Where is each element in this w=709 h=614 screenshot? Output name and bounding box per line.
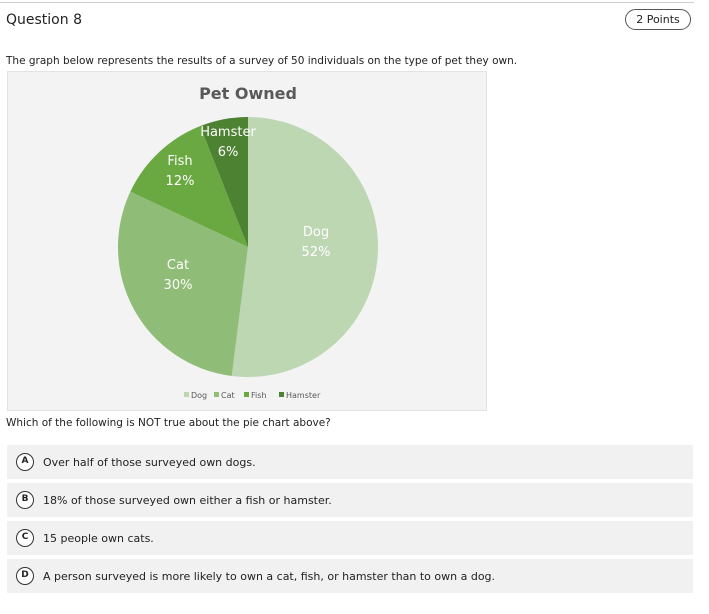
- pie-chart: Pet Owned Dog 52% Cat 30% Fish 12% Hamster 6% Do…: [7, 71, 487, 411]
- pie-slice-hamster: [200, 117, 248, 247]
- question-title: Question 8: [6, 12, 82, 28]
- slice-label-hamster-name: Hamster: [200, 125, 256, 140]
- option-d-text: A person surveyed is more likely to own …: [43, 569, 496, 583]
- option-b-text: 18% of those surveyed own either a fish …: [43, 493, 332, 507]
- option-d[interactable]: D A person surveyed is more likely to ow…: [7, 559, 693, 593]
- question-prompt: Which of the following is NOT true about…: [6, 417, 331, 429]
- chart-title: Pet Owned: [199, 84, 297, 103]
- option-a[interactable]: A Over half of those surveyed own dogs.: [7, 445, 693, 479]
- option-a-text: Over half of those surveyed own dogs.: [43, 455, 256, 469]
- legend-label-dog: Dog: [191, 391, 207, 400]
- option-b-letter: B: [16, 491, 34, 509]
- legend-swatch-fish: [244, 392, 249, 397]
- points-badge: 2 Points: [625, 9, 691, 30]
- legend-label-cat: Cat: [221, 391, 235, 400]
- top-divider: [0, 2, 694, 3]
- option-c[interactable]: C 15 people own cats.: [7, 521, 693, 555]
- option-c-text: 15 people own cats.: [43, 531, 154, 545]
- option-d-letter: D: [16, 567, 34, 585]
- option-c-letter: C: [16, 529, 34, 547]
- legend-swatch-dog: [184, 392, 189, 397]
- slice-label-hamster-value: 6%: [218, 145, 239, 160]
- pie-slice-fish: [130, 126, 248, 247]
- legend-swatch-cat: [214, 392, 219, 397]
- option-b[interactable]: B 18% of those surveyed own either a fis…: [7, 483, 693, 517]
- pie-slice-cat: [118, 191, 248, 376]
- pie-chart-svg: Pet Owned Dog 52% Cat 30% Fish 12% Hamster 6% Do…: [118, 84, 378, 400]
- legend-label-fish: Fish: [251, 391, 266, 400]
- slice-label-dog-name: Dog: [303, 225, 329, 240]
- slice-label-cat-name: Cat: [167, 258, 189, 273]
- slice-label-fish-value: 12%: [166, 174, 195, 189]
- legend-label-hamster: Hamster: [286, 391, 321, 400]
- option-a-letter: A: [16, 453, 34, 471]
- question-text: The graph below represents the results o…: [6, 55, 518, 67]
- slice-label-dog-value: 52%: [302, 245, 331, 260]
- slice-label-cat-value: 30%: [164, 278, 193, 293]
- legend-swatch-hamster: [279, 392, 284, 397]
- pie-slice-dog: [231, 117, 378, 377]
- slice-label-fish-name: Fish: [167, 154, 192, 169]
